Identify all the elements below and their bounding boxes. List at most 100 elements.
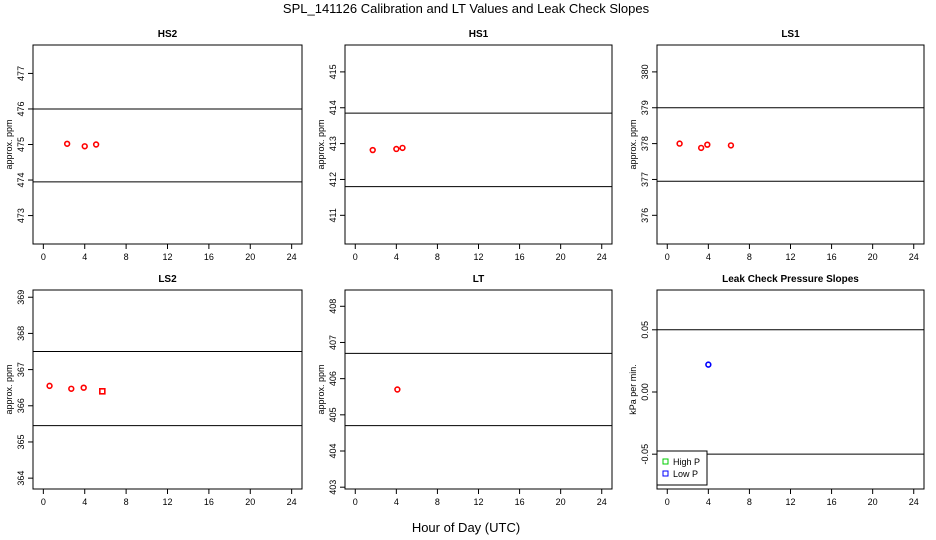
panel-hs1: HS1 0 4 8 12 16 20 24 411 412 413 414 415 approx. ppm bbox=[316, 29, 613, 262]
x-tick-label: 16 bbox=[515, 252, 525, 262]
y-tick-label: 476 bbox=[16, 101, 26, 116]
x-tick-label: 8 bbox=[124, 497, 129, 507]
panel-title: HS2 bbox=[158, 29, 178, 40]
x-tick-label: 8 bbox=[747, 252, 752, 262]
y-tick-label: 473 bbox=[16, 208, 26, 223]
x-tick-label: 12 bbox=[162, 252, 172, 262]
legend: High P Low P bbox=[656, 450, 708, 486]
x-tick-label: 16 bbox=[515, 497, 525, 507]
y-tick-label: 0.00 bbox=[640, 383, 650, 401]
panels: HS2 0 4 8 12 16 20 24 473 474 475 476 477 approx. ppm… bbox=[4, 29, 925, 507]
x-tick-label: 8 bbox=[435, 252, 440, 262]
panel-title: HS1 bbox=[469, 29, 489, 40]
x-tick-label: 20 bbox=[868, 497, 878, 507]
data-point bbox=[369, 146, 376, 154]
data-point bbox=[697, 144, 705, 152]
x-tick-label: 0 bbox=[41, 497, 46, 507]
x-tick-label: 4 bbox=[394, 497, 399, 507]
legend-label: High P bbox=[673, 457, 700, 467]
x-tick-label: 8 bbox=[124, 252, 129, 262]
legend-marker bbox=[662, 470, 669, 477]
y-tick-label: 414 bbox=[328, 100, 338, 115]
y-tick-label: 376 bbox=[640, 208, 650, 223]
x-tick-label: 20 bbox=[556, 252, 566, 262]
x-tick-label: 4 bbox=[394, 252, 399, 262]
y-tick-label: 380 bbox=[640, 64, 650, 79]
x-tick-label: 16 bbox=[827, 252, 837, 262]
data-point bbox=[63, 140, 71, 147]
panel-ls1: LS1 0 4 8 12 16 20 24 376 377 378 379 380 approx. ppm bbox=[628, 29, 925, 262]
figure-title: SPL_141126 Calibration and LT Values and… bbox=[283, 1, 650, 16]
y-tick-label: 403 bbox=[328, 480, 338, 495]
x-tick-label: 24 bbox=[597, 252, 607, 262]
y-tick-label: 368 bbox=[16, 326, 26, 341]
x-tick-label: 16 bbox=[204, 252, 214, 262]
x-tick-label: 24 bbox=[287, 252, 297, 262]
y-axis-label: kPa per min. bbox=[628, 364, 638, 415]
x-tick-label: 0 bbox=[665, 252, 670, 262]
y-tick-label: 413 bbox=[328, 136, 338, 151]
y-axis-label: approx. ppm bbox=[4, 119, 14, 169]
y-tick-label: 415 bbox=[328, 64, 338, 79]
plot-frame bbox=[32, 44, 303, 245]
panel-lt: LT 0 4 8 12 16 20 24 403 404 405 406 407 408 approx. p… bbox=[316, 274, 613, 507]
data-point bbox=[394, 386, 401, 393]
x-tick-label: 12 bbox=[473, 252, 483, 262]
x-tick-label: 12 bbox=[473, 497, 483, 507]
data-point bbox=[727, 142, 735, 149]
x-tick-label: 16 bbox=[827, 497, 837, 507]
data-point bbox=[704, 141, 711, 148]
legend-box bbox=[656, 450, 708, 486]
panel-hs2: HS2 0 4 8 12 16 20 24 473 474 475 476 477 approx. ppm bbox=[4, 29, 303, 262]
plot-frame bbox=[656, 44, 925, 245]
y-tick-label: 475 bbox=[16, 137, 26, 152]
x-tick-label: 0 bbox=[41, 252, 46, 262]
data-point bbox=[399, 144, 406, 152]
y-tick-label: 366 bbox=[16, 398, 26, 413]
panel-title: LT bbox=[473, 274, 484, 285]
x-tick-label: 0 bbox=[353, 497, 358, 507]
y-tick-label: 412 bbox=[328, 172, 338, 187]
data-point bbox=[81, 143, 88, 150]
data-point bbox=[92, 141, 100, 148]
data-point-square bbox=[99, 388, 106, 395]
y-tick-label: 408 bbox=[328, 299, 338, 314]
x-tick-label: 24 bbox=[909, 497, 919, 507]
data-point bbox=[676, 140, 683, 147]
x-tick-label: 4 bbox=[82, 497, 87, 507]
y-axis-label: approx. ppm bbox=[4, 364, 14, 414]
x-tick-label: 24 bbox=[909, 252, 919, 262]
legend-marker bbox=[662, 458, 669, 465]
y-tick-label: 0.05 bbox=[640, 321, 650, 339]
y-tick-label: 411 bbox=[328, 208, 338, 222]
x-tick-label: 24 bbox=[287, 497, 297, 507]
x-tick-label: 12 bbox=[785, 252, 795, 262]
panel-leak-check-pressure-slopes: Leak Check Pressure Slopes 0 4 8 12 16 20 24 -0.… bbox=[628, 274, 925, 507]
x-tick-label: 12 bbox=[785, 497, 795, 507]
y-tick-label: 404 bbox=[328, 443, 338, 458]
x-tick-label: 0 bbox=[665, 497, 670, 507]
y-tick-label: 474 bbox=[16, 173, 26, 188]
y-tick-label: 405 bbox=[328, 407, 338, 422]
panel-ls2: LS2 0 4 8 12 16 20 24 364 365 366 367 368 369 approx. … bbox=[4, 274, 303, 507]
y-tick-label: -0.05 bbox=[640, 444, 650, 465]
y-tick-label: 364 bbox=[16, 471, 26, 486]
x-tick-label: 8 bbox=[435, 497, 440, 507]
x-tick-label: 20 bbox=[245, 497, 255, 507]
x-tick-label: 8 bbox=[747, 497, 752, 507]
y-axis-label: approx. ppm bbox=[628, 119, 638, 169]
plot-frame bbox=[344, 44, 613, 245]
data-point bbox=[68, 385, 75, 392]
y-tick-label: 365 bbox=[16, 434, 26, 449]
x-tick-label: 12 bbox=[162, 497, 172, 507]
x-tick-label: 4 bbox=[706, 497, 711, 507]
x-tick-label: 16 bbox=[204, 497, 214, 507]
y-tick-label: 367 bbox=[16, 362, 26, 377]
y-tick-label: 377 bbox=[640, 172, 650, 187]
x-tick-label: 20 bbox=[245, 252, 255, 262]
data-point bbox=[393, 145, 400, 153]
panel-title: Leak Check Pressure Slopes bbox=[722, 274, 859, 285]
plot-frame bbox=[344, 289, 613, 490]
figure-x-axis-label: Hour of Day (UTC) bbox=[412, 520, 520, 535]
